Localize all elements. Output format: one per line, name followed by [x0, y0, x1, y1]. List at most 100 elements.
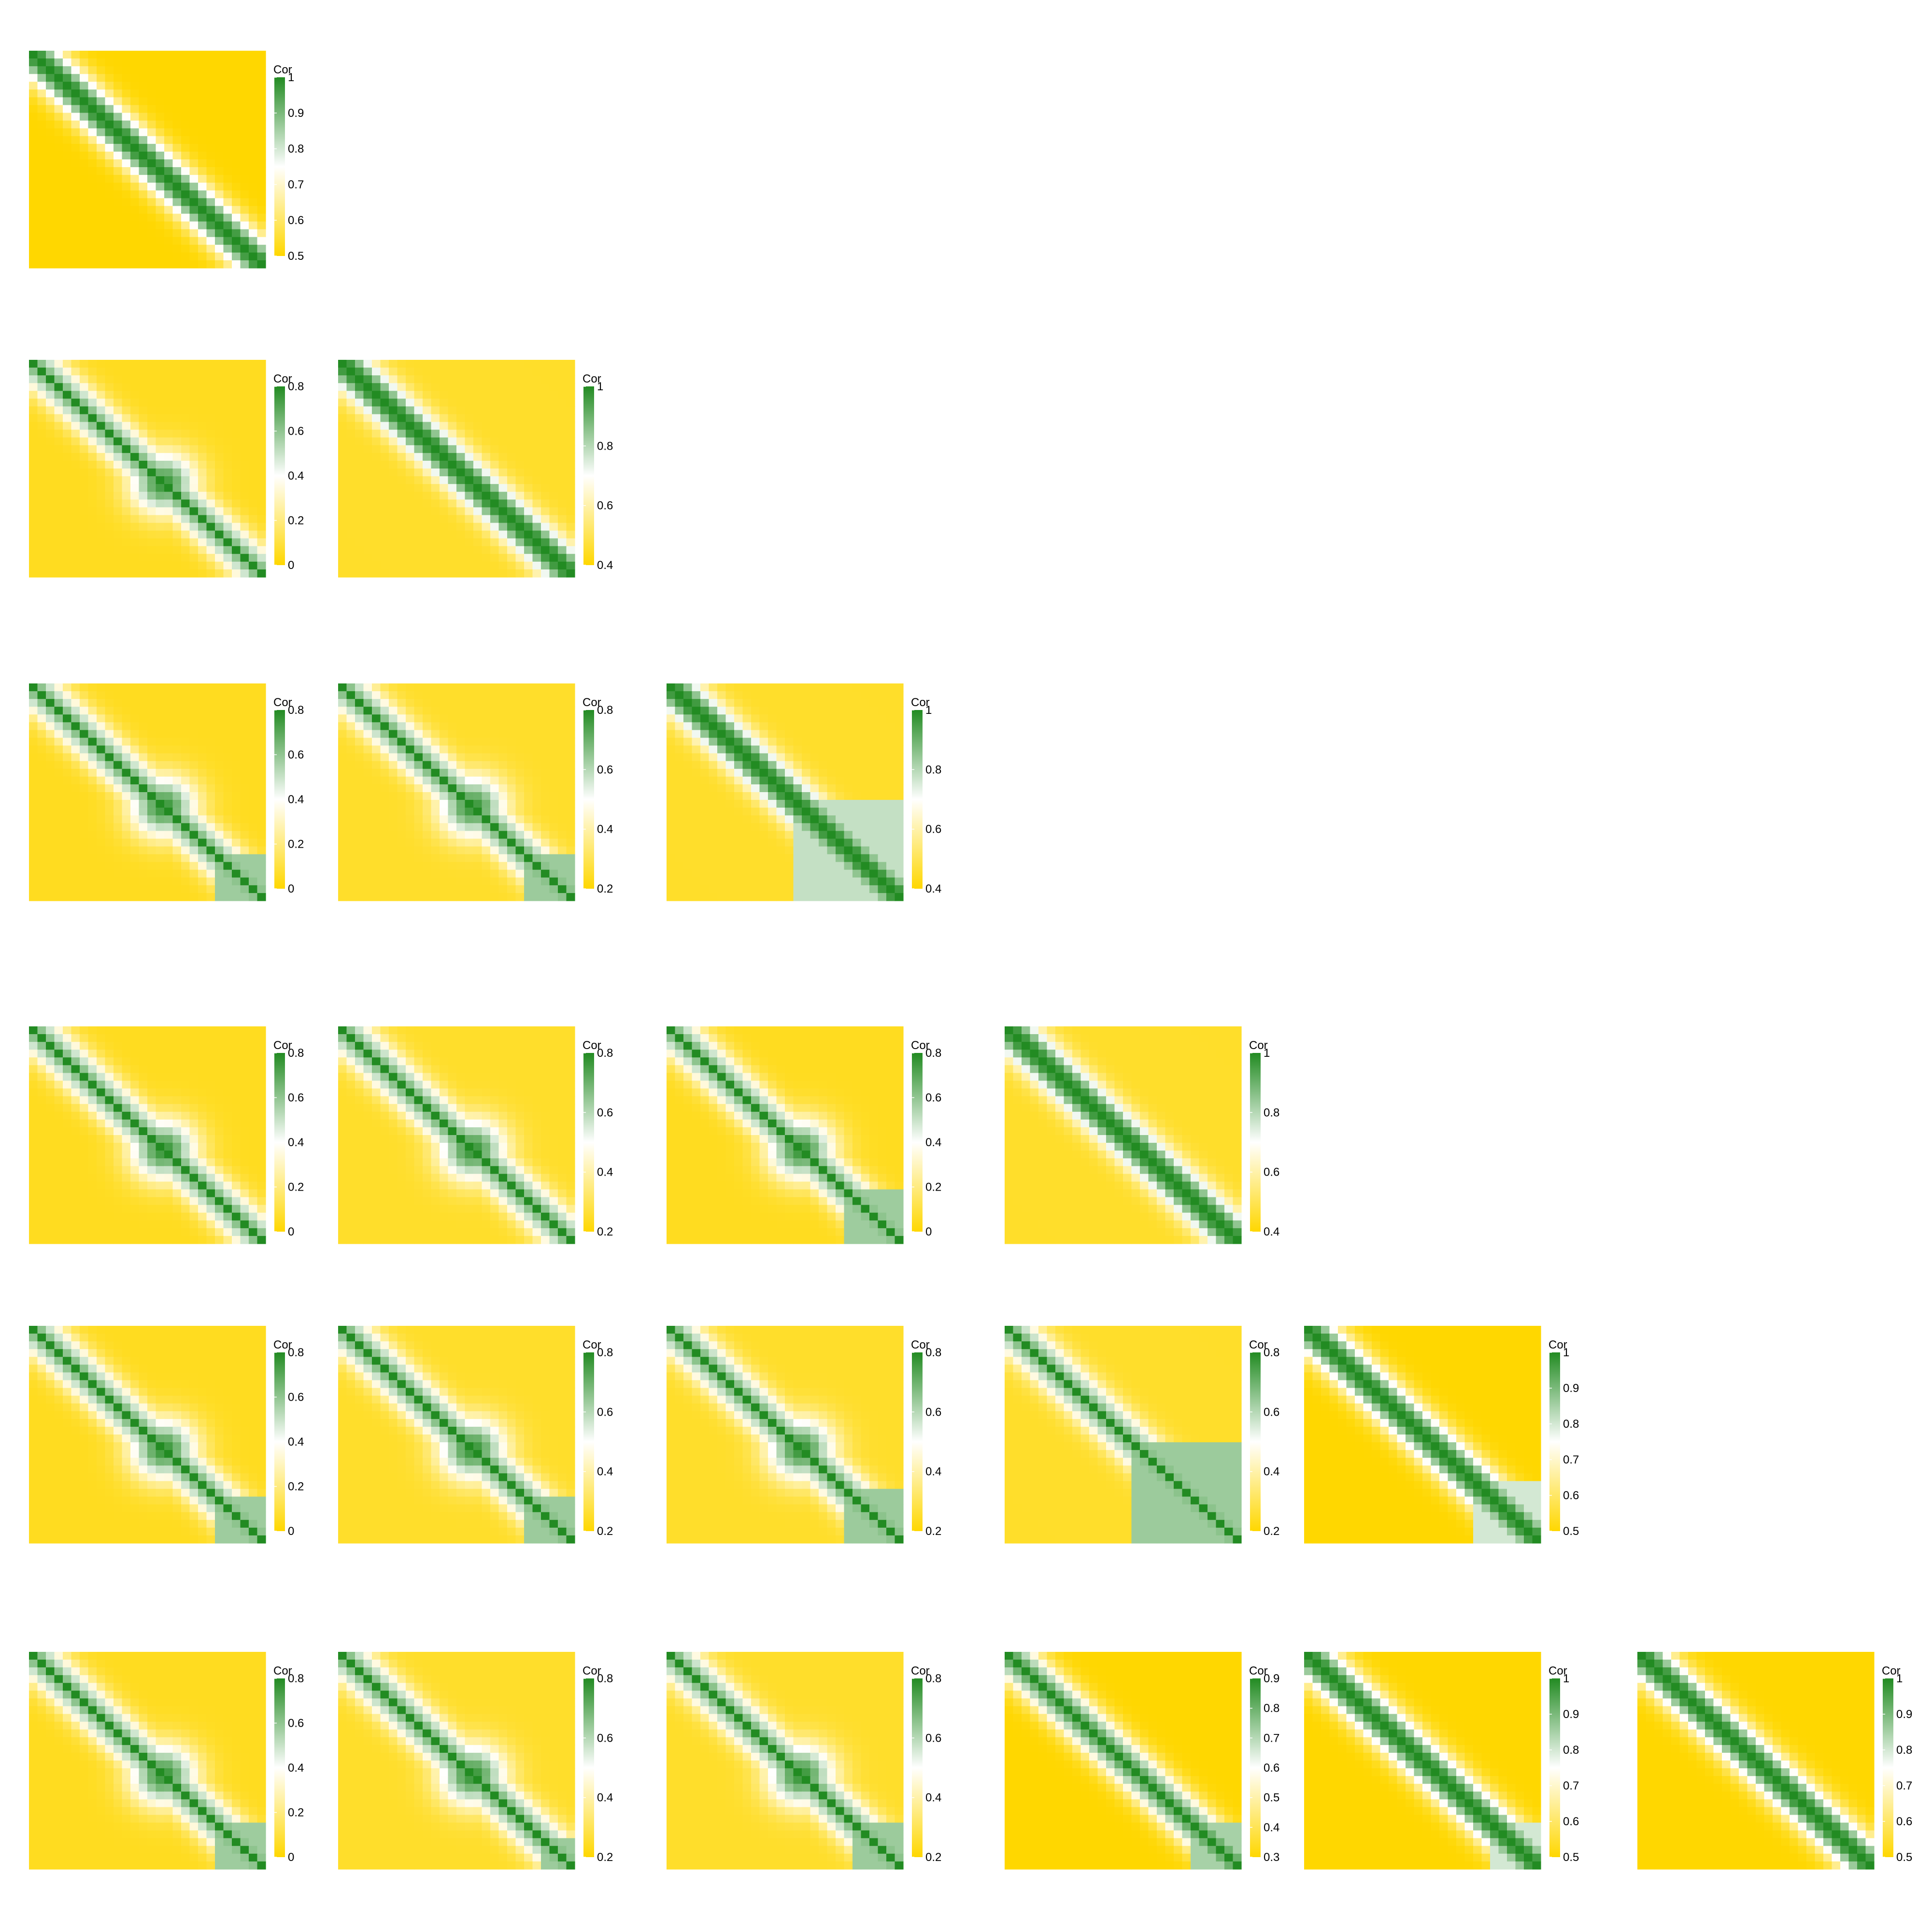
heatmap-cell — [257, 691, 266, 699]
heatmap-cell — [802, 815, 811, 824]
heatmap-cell — [440, 368, 449, 376]
heatmap-cell — [827, 691, 836, 699]
heatmap-cell — [249, 831, 258, 839]
heatmap-cell — [389, 768, 398, 777]
heatmap-cell — [549, 484, 558, 492]
heatmap-cell — [223, 869, 232, 878]
heatmap-cell — [482, 885, 491, 894]
heatmap-cell — [181, 499, 190, 508]
heatmap-cell — [156, 105, 165, 114]
heatmap-cell — [819, 683, 828, 692]
heatmap-cell — [215, 815, 224, 824]
heatmap-cell — [456, 422, 466, 430]
heatmap-cell — [423, 691, 432, 699]
heatmap-cell — [37, 429, 46, 438]
heatmap-cell — [80, 877, 89, 886]
heatmap-cell — [114, 190, 123, 199]
heatmap-cell — [507, 768, 516, 777]
heatmap-cell — [558, 368, 567, 376]
heatmap-cell — [549, 893, 558, 901]
heatmap-cell — [147, 683, 156, 692]
heatmap-cell — [240, 1034, 249, 1042]
heatmap-cell — [189, 113, 199, 121]
heatmap-cell — [164, 183, 173, 191]
heatmap-cell — [440, 523, 449, 531]
heatmap-cell — [63, 1050, 72, 1058]
heatmap-cell — [80, 175, 89, 183]
heatmap-cell — [448, 453, 457, 461]
heatmap-cell — [114, 244, 123, 253]
heatmap-cell — [836, 738, 845, 746]
heatmap-cell — [717, 877, 726, 886]
heatmap-cell — [54, 1042, 63, 1050]
heatmap-cell — [338, 885, 347, 894]
heatmap-cell — [105, 707, 114, 715]
heatmap-cell — [768, 768, 777, 777]
heatmap-cell — [465, 815, 474, 824]
heatmap-cell — [37, 213, 46, 222]
heatmap-cell — [215, 406, 224, 415]
heatmap-cell — [63, 546, 72, 554]
heatmap-cell — [355, 707, 364, 715]
heatmap-cell — [683, 838, 693, 847]
heatmap-cell — [249, 198, 258, 207]
heatmap-cell — [751, 753, 760, 762]
heatmap-cell — [667, 691, 676, 699]
heatmap-cell — [524, 507, 533, 516]
heatmap-cell — [346, 885, 355, 894]
heatmap-cell — [122, 190, 131, 199]
heatmap-cell — [54, 406, 63, 415]
heatmap-cell — [97, 66, 106, 74]
heatmap-cell — [54, 51, 63, 59]
heatmap-cell — [37, 143, 46, 152]
heatmap-cell — [54, 437, 63, 446]
heatmap-cell — [498, 530, 508, 539]
heatmap-cell — [63, 406, 72, 415]
heatmap-cell — [29, 761, 38, 769]
heatmap-cell — [54, 89, 63, 98]
heatmap-cell — [759, 792, 768, 800]
heatmap-cell — [793, 776, 802, 785]
heatmap-cell — [338, 831, 347, 839]
heatmap-cell — [507, 453, 516, 461]
heatmap-cell — [389, 445, 398, 454]
heatmap-cell — [431, 554, 440, 562]
heatmap-cell — [389, 823, 398, 831]
heatmap-cell — [189, 406, 199, 415]
heatmap-cell — [372, 730, 381, 739]
heatmap-cell — [215, 1073, 224, 1081]
heatmap-cell — [886, 776, 895, 785]
heatmap-cell — [895, 691, 904, 699]
heatmap-cell — [810, 862, 819, 870]
heatmap-cell — [181, 460, 190, 469]
heatmap-cell — [215, 808, 224, 816]
heatmap-cell — [71, 761, 80, 769]
heatmap-cell — [482, 838, 491, 847]
heatmap-cell — [802, 854, 811, 863]
heatmap-cell — [139, 1042, 148, 1050]
heatmap-cell — [80, 213, 89, 222]
heatmap-cell — [566, 738, 575, 746]
heatmap-cell — [372, 546, 381, 554]
heatmap-cell — [456, 368, 466, 376]
heatmap-cell — [97, 1050, 106, 1058]
heatmap-cell — [346, 406, 355, 415]
heatmap-cell — [147, 221, 156, 230]
heatmap-cell — [414, 368, 423, 376]
heatmap-cell — [566, 893, 575, 901]
heatmap-cell — [490, 838, 499, 847]
heatmap-cell — [363, 683, 372, 692]
heatmap-cell — [683, 877, 693, 886]
heatmap-cell — [507, 823, 516, 831]
heatmap-cell — [498, 846, 508, 855]
heatmap-cell — [431, 546, 440, 554]
heatmap-cell — [189, 745, 199, 754]
heatmap-cell — [759, 854, 768, 863]
heatmap-cell — [380, 360, 389, 368]
heatmap-cell — [198, 476, 207, 484]
heatmap-cell — [198, 237, 207, 245]
heatmap-cell — [524, 437, 533, 446]
heatmap-cell — [54, 252, 63, 261]
heatmap-cell — [130, 885, 140, 894]
heatmap-cell — [490, 753, 499, 762]
